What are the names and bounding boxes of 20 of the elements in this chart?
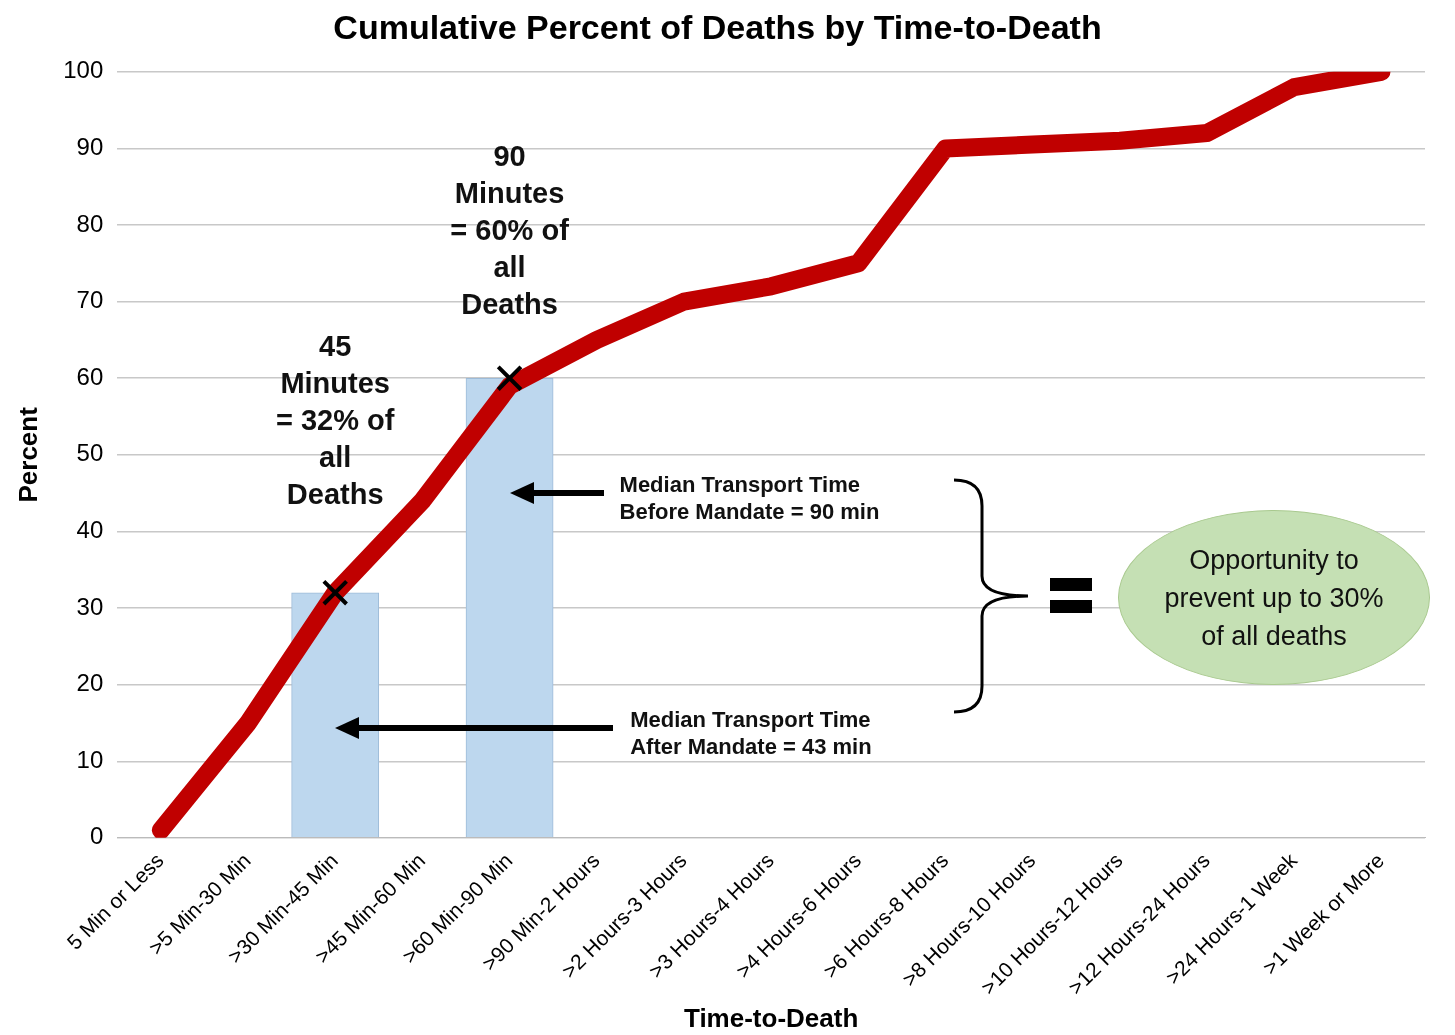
y-tick-label: 80 <box>76 209 104 237</box>
annotation: 45 Minutes = 32% of all Deaths <box>274 328 396 512</box>
y-tick-label: 20 <box>76 669 104 697</box>
y-tick-label: 50 <box>76 439 104 467</box>
y-tick-label: 100 <box>63 56 104 84</box>
chart-title: Cumulative Percent of Deaths by Time-to-Death <box>333 7 1102 46</box>
y-tick-label: 30 <box>76 592 104 620</box>
annotation: Median Transport Time After Mandate = 43 min <box>630 705 873 760</box>
y-tick-label: 40 <box>76 516 104 544</box>
x-axis-title: Time-to-Death <box>683 1002 859 1033</box>
annotation: Median Transport Time Before Mandate = 90 min <box>619 471 881 526</box>
y-tick-label: 70 <box>76 286 104 314</box>
y-axis-title: Percent <box>12 406 43 503</box>
y-tick-label: 0 <box>89 822 104 850</box>
y-tick-label: 60 <box>76 362 104 390</box>
annotation: Opportunity to prevent up to 30% of all deaths <box>1163 543 1385 653</box>
ellipse: Opportunity to prevent up to 30% of all deaths <box>1118 510 1430 685</box>
annotation: 90 Minutes = 60% of all Deaths <box>449 139 570 323</box>
y-tick-label: 10 <box>76 745 104 773</box>
y-tick-label: 90 <box>76 133 104 161</box>
